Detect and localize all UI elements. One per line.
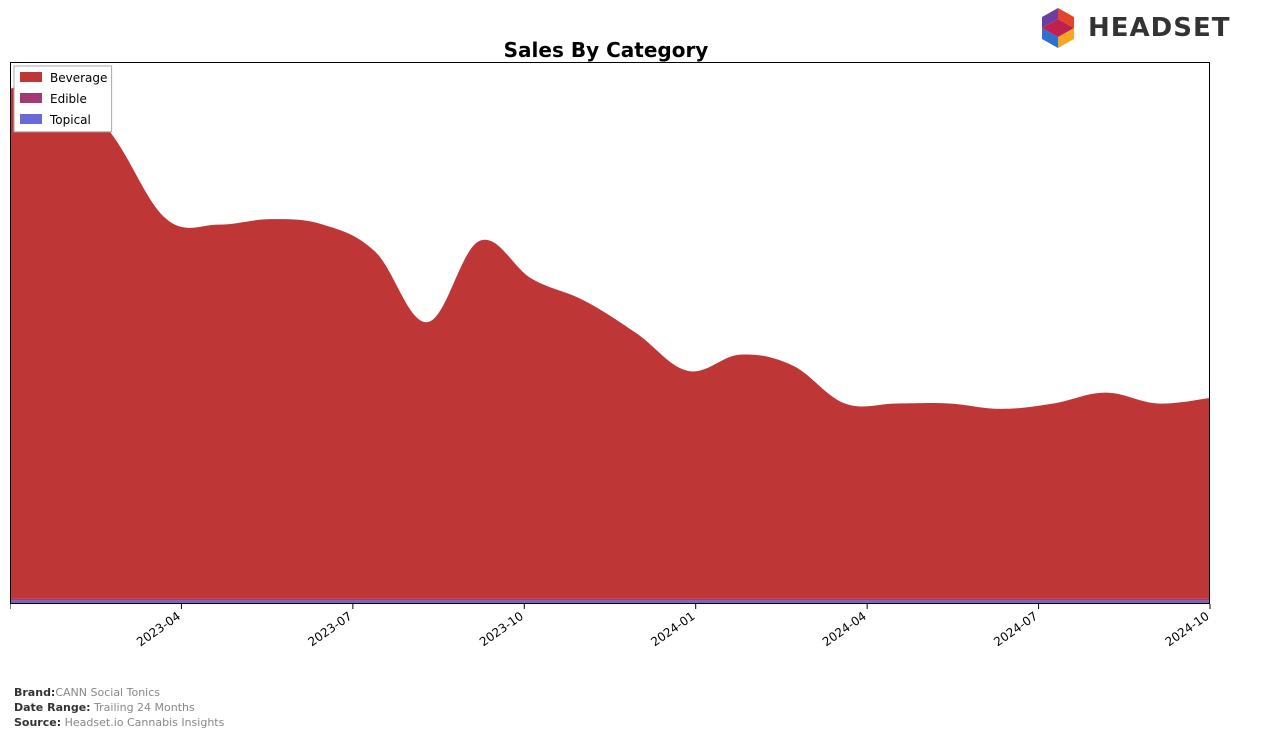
headset-logo: HEADSET [1036,6,1230,50]
footer-line: Brand:CANN Social Tonics [14,686,160,699]
x-tick-label: 2024-04 [820,609,869,649]
x-tick-label: 2024-10 [1163,609,1212,649]
x-tick-label: 2024-07 [991,609,1040,649]
x-tick-label: 2023-04 [134,609,183,649]
legend-label: Edible [50,92,87,106]
legend-swatch [20,93,42,103]
legend-swatch [20,72,42,82]
legend-label: Beverage [50,71,107,85]
x-tick-label: 2023-07 [305,609,354,649]
x-tick-label: 2023-10 [477,609,526,649]
area-chart: 2023-01 2023-04 2023-07 2023-10 2024-01 2024-… [10,62,1276,694]
x-tick-label: 2024-01 [648,609,697,649]
headset-logo-mark [1036,6,1080,50]
headset-logo-text: HEADSET [1088,13,1230,43]
x-tick-label: 2023-01 [10,609,12,649]
area-edible [10,599,1210,601]
footer-line: Source: Headset.io Cannabis Insights [14,716,224,729]
chart-container: Sales By Category HEADSET 2023-01 2023-04… [0,0,1276,738]
footer-line: Date Range: Trailing 24 Months [14,701,195,714]
legend-label: Topical [49,113,91,127]
legend-swatch [20,114,42,124]
chart-title: Sales By Category [0,38,1212,62]
legend: Beverage Edible Topical [14,66,112,132]
